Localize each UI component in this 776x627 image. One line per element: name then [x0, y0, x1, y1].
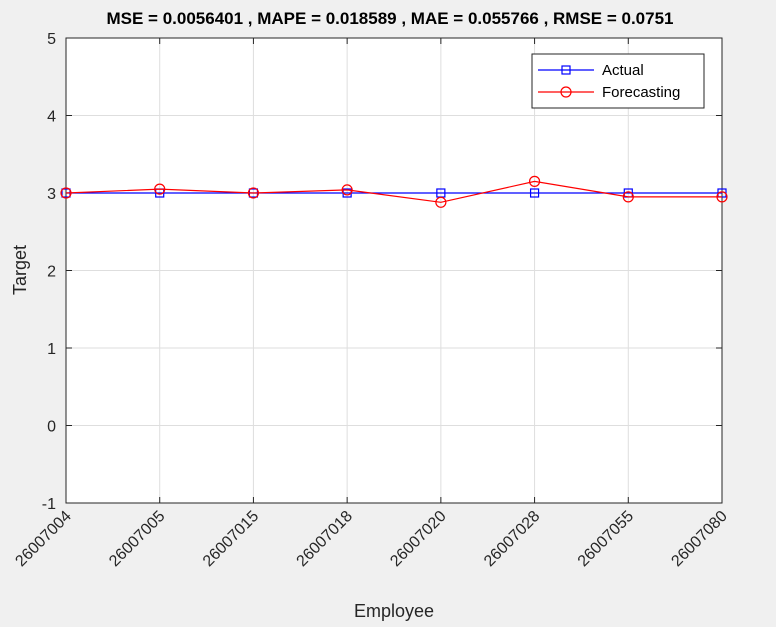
data-point	[435, 196, 447, 208]
data-point	[529, 188, 540, 198]
data-point	[154, 183, 166, 195]
y-tick-label: 5	[47, 31, 56, 48]
y-tick-label: -1	[42, 496, 56, 513]
legend-label: Actual	[602, 62, 644, 79]
y-axis-label: Target	[10, 245, 30, 295]
y-tick-label: 3	[47, 186, 56, 203]
data-point	[528, 175, 541, 187]
y-tick-label: 1	[47, 341, 56, 358]
y-tick-label: 4	[47, 109, 56, 126]
data-point	[247, 187, 260, 199]
data-point	[622, 191, 634, 203]
data-point	[60, 187, 72, 199]
data-point	[341, 184, 353, 196]
legend-label: Forecasting	[602, 84, 680, 101]
y-tick-label: 0	[47, 419, 56, 436]
y-tick-label: 2	[47, 264, 56, 281]
legend-box	[531, 53, 705, 109]
series-line	[65, 180, 722, 203]
chart-title: MSE = 0.0056401 , MAPE = 0.018589 , MAE …	[106, 9, 673, 28]
x-axis-label: Employee	[354, 601, 434, 621]
legend-marker	[561, 65, 571, 75]
series-layer	[60, 175, 728, 208]
data-point	[716, 191, 728, 203]
legend: Actual Forecasting	[531, 53, 705, 109]
legend-marker	[560, 86, 572, 98]
